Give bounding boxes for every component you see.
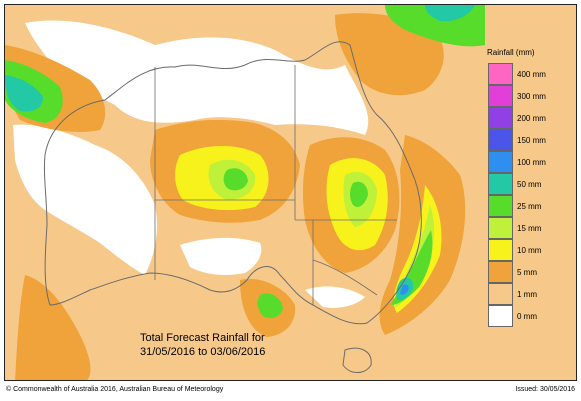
- rain-25mm-central: [223, 168, 248, 191]
- legend-swatch: [488, 85, 513, 107]
- dry-area-south-east: [305, 286, 365, 308]
- caption-line-2: 31/05/2016 to 03/06/2016: [140, 346, 266, 358]
- rain-25mm-east: [350, 181, 368, 207]
- legend-label: 0 mm: [517, 312, 537, 321]
- rain-100mm-east-coast: [400, 284, 409, 295]
- legend-swatch: [488, 305, 513, 327]
- legend-swatch: [488, 151, 513, 173]
- legend-label: 100 mm: [517, 158, 546, 167]
- rain-25mm-east-coast: [391, 230, 433, 305]
- legend-swatch: [488, 239, 513, 261]
- rain-5mm-south-west: [15, 275, 91, 380]
- dry-area-west: [13, 124, 157, 275]
- legend-label: 150 mm: [517, 136, 546, 145]
- legend-label: 25 mm: [517, 202, 542, 211]
- rainfall-map: [5, 5, 576, 380]
- legend-swatch: [488, 283, 513, 305]
- legend-swatch: [488, 129, 513, 151]
- legend-label: 300 mm: [517, 92, 546, 101]
- legend-swatch: [488, 173, 513, 195]
- dry-area-north: [25, 20, 369, 135]
- state-border-nsw-vic: [312, 259, 378, 296]
- legend-label: 5 mm: [517, 268, 537, 277]
- caption-line-1: Total Forecast Rainfall for: [140, 332, 265, 344]
- legend-label: 200 mm: [517, 114, 546, 123]
- rain-50mm-north-east: [425, 5, 475, 22]
- legend-swatch: [488, 217, 513, 239]
- copyright-notice: © Commonwealth of Australia 2016, Austra…: [6, 386, 224, 393]
- legend-swatch: [488, 107, 513, 129]
- australia-coastline: [43, 41, 422, 325]
- rain-50mm-north-west: [5, 75, 43, 112]
- legend-swatch: [488, 195, 513, 217]
- legend-label: 50 mm: [517, 180, 542, 189]
- issued-date: Issued: 30/05/2016: [515, 386, 575, 393]
- dry-area-south-central: [180, 237, 262, 275]
- rain-25mm-south-central: [257, 293, 283, 319]
- forecast-caption: Total Forecast Rainfall for 31/05/2016 t…: [140, 331, 265, 359]
- legend-swatch: [488, 261, 513, 283]
- tasmania-coastline: [342, 347, 372, 373]
- legend-title: Rainfall (mm): [487, 48, 535, 57]
- legend-swatch: [488, 63, 513, 85]
- legend-label: 1 mm: [517, 290, 537, 299]
- rainfall-map-frame: Rainfall (mm) 400 mm 300 mm 200 mm 150 mm 10…: [4, 4, 577, 381]
- legend-label: 15 mm: [517, 224, 542, 233]
- legend-label: 400 mm: [517, 70, 546, 79]
- legend-label: 10 mm: [517, 246, 542, 255]
